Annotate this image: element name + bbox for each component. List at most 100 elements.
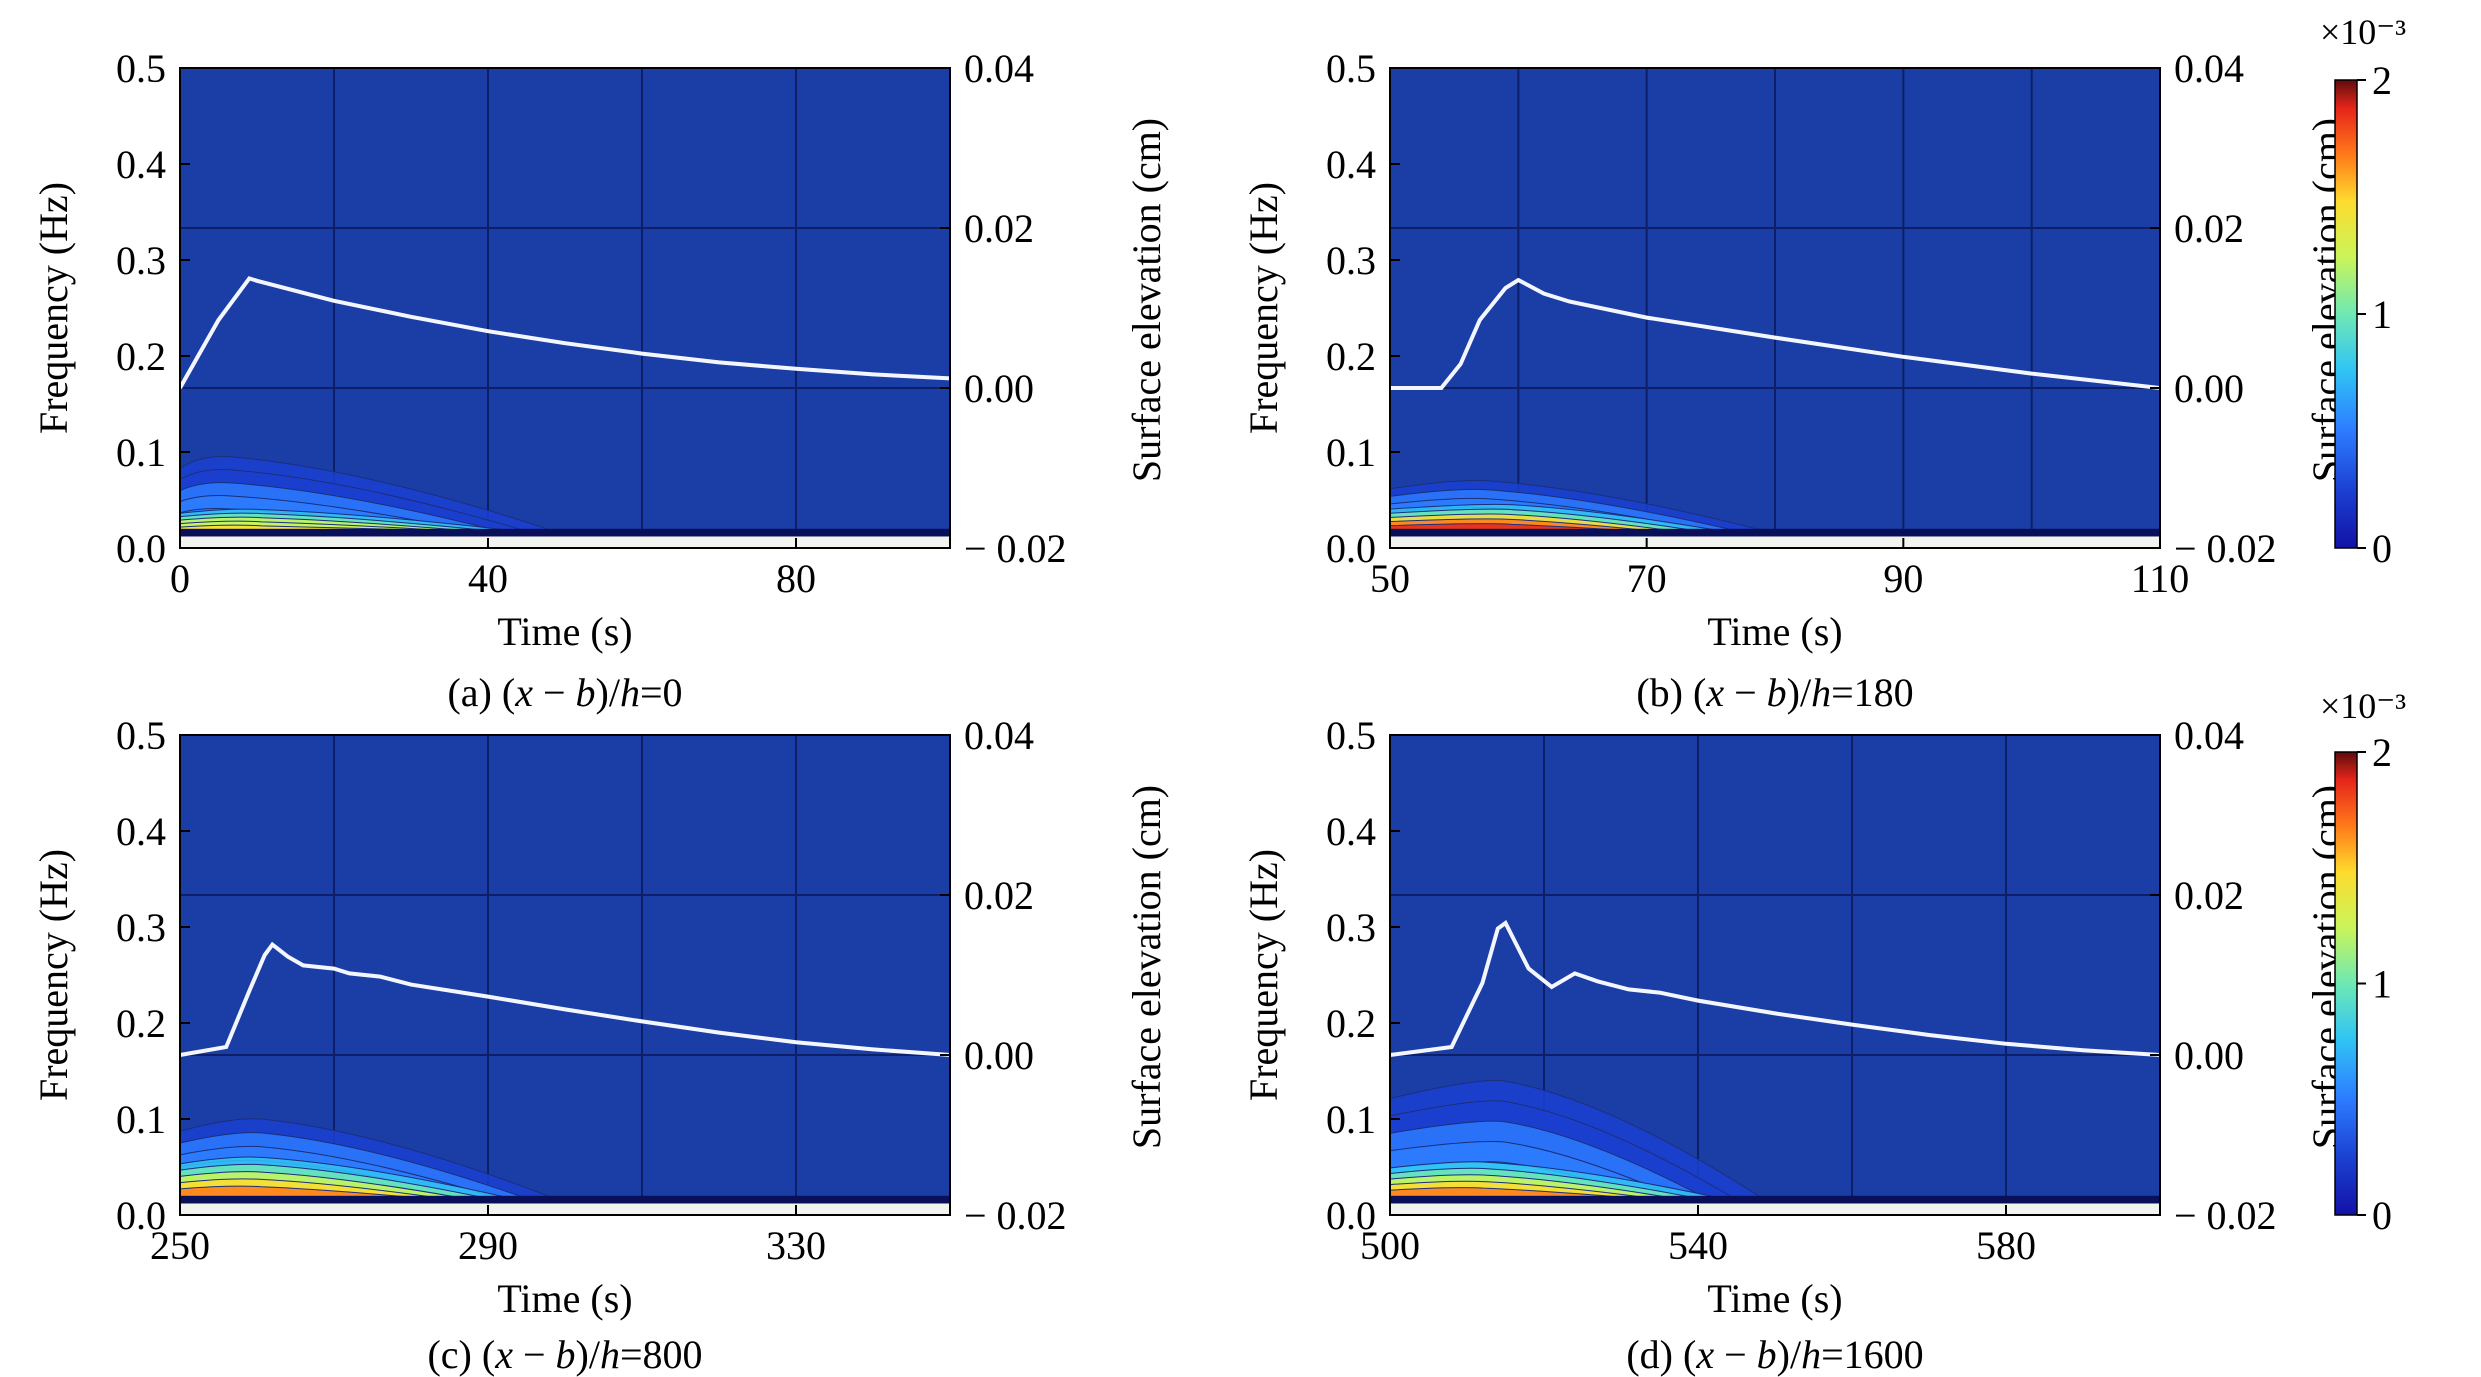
plot-frame xyxy=(179,734,951,1216)
x-axis-ticks: 500 540 580 xyxy=(1360,1205,2036,1268)
x-axis-ticks: 50 70 90 110 xyxy=(1370,538,2189,601)
x-axis-label: Time (s) xyxy=(1707,1276,1842,1321)
x-axis-ticks: 250 290 330 xyxy=(150,1205,826,1268)
wavelet-energy xyxy=(179,1118,950,1215)
left-axis-ticks: 0.0 0.1 0.2 0.3 0.4 0.5 xyxy=(116,46,190,571)
wavelet-energy xyxy=(1389,479,2160,548)
y2-tick-label: 0.02 xyxy=(964,206,1034,251)
y-tick-label: 0.1 xyxy=(1326,430,1376,475)
y2-tick-label: 0.02 xyxy=(964,873,1034,918)
y-tick-label: 0.1 xyxy=(116,430,166,475)
y2-tick-label: 0.00 xyxy=(2174,366,2244,411)
colorbar: ×10⁻³ 0 1 2 xyxy=(2320,12,2406,571)
y-axis-label: Frequency (Hz) xyxy=(1241,182,1286,434)
y-tick-label: 0.0 xyxy=(116,1193,166,1238)
y-tick-label: 0.4 xyxy=(1326,142,1376,187)
x-axis-label: Time (s) xyxy=(497,609,632,654)
y-tick-label: 0.1 xyxy=(1326,1097,1376,1142)
x-tick-label: 80 xyxy=(776,556,816,601)
axis-baseline-strip xyxy=(1390,536,2160,548)
y-tick-label: 0.5 xyxy=(1326,46,1376,91)
y2-tick-label: 0.04 xyxy=(2174,46,2244,91)
grid xyxy=(1390,68,2160,548)
y-tick-label: 0.5 xyxy=(116,713,166,758)
y-axis-label: Frequency (Hz) xyxy=(31,182,76,434)
axis-baseline-strip xyxy=(1390,1203,2160,1215)
x-tick-label: 540 xyxy=(1668,1223,1728,1268)
surface-elevation-line xyxy=(179,941,951,1057)
panel-a: 0.0 0.1 0.2 0.3 0.4 0.5 − 0.02 0.00 0.02 0.04 0 4… xyxy=(31,46,1169,715)
y2-tick-label: − 0.02 xyxy=(964,1193,1067,1238)
x-tick-label: 90 xyxy=(1883,556,1923,601)
left-axis-ticks: 0.0 0.1 0.2 0.3 0.4 0.5 xyxy=(1326,713,1400,1238)
surface-elevation-line xyxy=(1390,277,2161,390)
surface-elevation-line xyxy=(178,276,951,389)
axis-baseline-strip xyxy=(180,1203,950,1215)
y2-tick-label: 0.00 xyxy=(964,366,1034,411)
y-tick-label: 0.4 xyxy=(1326,809,1376,854)
grid xyxy=(180,735,950,1215)
panel-d: 0.0 0.1 0.2 0.3 0.4 0.5 − 0.02 0.00 0.02 0.04 50… xyxy=(1241,686,2406,1377)
energy-baseline-band xyxy=(180,528,950,541)
y2-tick-label: 0.04 xyxy=(2174,713,2244,758)
y-tick-label: 0.2 xyxy=(1326,334,1376,379)
panel-caption: (d) (x − b)/h=1600 xyxy=(1626,1332,1923,1377)
y-axis-label: Frequency (Hz) xyxy=(31,849,76,1101)
panel-caption: (c) (x − b)/h=800 xyxy=(427,1332,702,1377)
right-axis-ticks: − 0.02 0.00 0.02 0.04 xyxy=(940,713,1067,1238)
colorbar-exponent: ×10⁻³ xyxy=(2320,12,2406,52)
colorbar-tick-label: 0 xyxy=(2372,526,2392,571)
plot-frame xyxy=(1389,67,2161,549)
y2-tick-label: 0.02 xyxy=(2174,206,2244,251)
right-axis-ticks: − 0.02 0.00 0.02 0.04 xyxy=(2150,713,2277,1238)
x-tick-label: 50 xyxy=(1370,556,1410,601)
panel-caption: (b) (x − b)/h=180 xyxy=(1636,670,1913,715)
colorbar: ×10⁻³ 0 1 2 xyxy=(2320,686,2406,1238)
x-axis-label: Time (s) xyxy=(1707,609,1842,654)
y-tick-label: 0.5 xyxy=(1326,713,1376,758)
x-axis-ticks: 0 40 80 xyxy=(170,538,816,601)
colorbar-gradient xyxy=(2334,751,2358,1216)
y-tick-label: 0.1 xyxy=(116,1097,166,1142)
y2-tick-label: 0.04 xyxy=(964,713,1034,758)
y-tick-label: 0.0 xyxy=(116,526,166,571)
axis-baseline-strip xyxy=(180,536,950,548)
y-tick-label: 0.2 xyxy=(116,1001,166,1046)
colorbar-gradient xyxy=(2334,79,2358,549)
y2-axis-label: Surface elevation (cm) xyxy=(1124,118,1169,482)
right-axis-ticks: − 0.02 0.00 0.02 0.04 xyxy=(940,46,1067,571)
colorbar-tick-label: 2 xyxy=(2372,730,2392,775)
left-axis-ticks: 0.0 0.1 0.2 0.3 0.4 0.5 xyxy=(116,713,190,1238)
x-tick-label: 290 xyxy=(458,1223,518,1268)
panel-b: 0.0 0.1 0.2 0.3 0.4 0.5 − 0.02 0.00 0.02 0.04 50… xyxy=(1241,12,2406,715)
wavelet-energy xyxy=(179,456,950,548)
x-tick-label: 70 xyxy=(1627,556,1667,601)
wavelet-energy xyxy=(1389,1079,2160,1215)
x-tick-label: 500 xyxy=(1360,1223,1420,1268)
y-tick-label: 0.3 xyxy=(1326,905,1376,950)
y2-tick-label: 0.00 xyxy=(2174,1033,2244,1078)
colorbar-tick-label: 1 xyxy=(2372,962,2392,1007)
colorbar-tick-label: 2 xyxy=(2372,58,2392,103)
y-tick-label: 0.4 xyxy=(116,142,166,187)
energy-baseline-band xyxy=(1390,1195,2160,1208)
panel-caption: (a) (x − b)/h=0 xyxy=(447,670,682,715)
energy-baseline-band xyxy=(1390,528,2160,541)
y-tick-label: 0.3 xyxy=(116,238,166,283)
y2-tick-label: 0.02 xyxy=(2174,873,2244,918)
colorbar-tick-label: 0 xyxy=(2372,1193,2392,1238)
colorbar-ticks: 0 1 2 xyxy=(2357,58,2392,571)
surface-elevation-line xyxy=(1389,920,2161,1057)
y-tick-label: 0.0 xyxy=(1326,1193,1376,1238)
x-tick-label: 330 xyxy=(766,1223,826,1268)
y-tick-label: 0.3 xyxy=(1326,238,1376,283)
x-tick-label: 0 xyxy=(170,556,190,601)
energy-baseline-band xyxy=(180,1195,950,1208)
y2-axis-label: Surface elevation (cm) xyxy=(1124,785,1169,1149)
colorbar-tick-label: 1 xyxy=(2372,292,2392,337)
x-axis-label: Time (s) xyxy=(497,1276,632,1321)
plot-frame xyxy=(1389,734,2161,1216)
colorbar-ticks: 0 1 2 xyxy=(2357,730,2392,1238)
y2-tick-label: − 0.02 xyxy=(2174,1193,2277,1238)
